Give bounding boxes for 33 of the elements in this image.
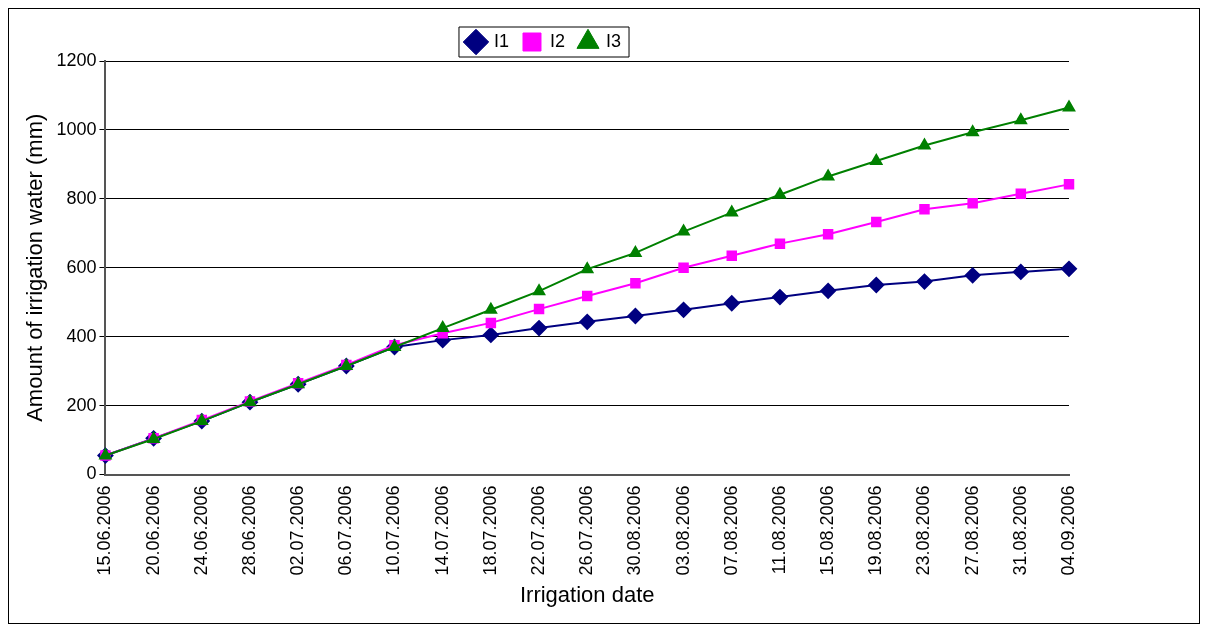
x-tick-label: 11.08.2006 [768, 485, 789, 575]
y-tick-label: 1200 [56, 49, 97, 70]
x-tick-label: 30.08.2006 [624, 485, 645, 576]
x-tick-label: 14.07.2006 [431, 485, 452, 576]
y-tick-label: 1000 [56, 118, 97, 139]
legend-label: I1 [493, 30, 509, 51]
y-tick-label: 600 [66, 256, 97, 277]
x-tick-label: 26.07.2006 [576, 485, 597, 576]
x-tick-label: 02.07.2006 [287, 485, 308, 576]
legend-label: I3 [606, 30, 622, 51]
x-tick-label: 15.08.2006 [817, 485, 838, 576]
y-tick-label: 0 [86, 463, 97, 484]
x-tick-label: 28.06.2006 [238, 485, 259, 576]
x-tick-label: 20.06.2006 [142, 485, 163, 576]
x-tick-label: 04.09.2006 [1057, 485, 1078, 576]
x-tick-label: 18.07.2006 [479, 485, 500, 576]
x-tick-label: 24.06.2006 [190, 485, 211, 576]
legend-label: I2 [549, 30, 566, 51]
x-tick-label: 23.08.2006 [913, 485, 934, 576]
x-tick-label: 03.08.2006 [672, 485, 693, 576]
x-tick-label: 27.08.2006 [961, 485, 982, 576]
x-tick-label: 06.07.2006 [335, 485, 356, 576]
x-tick-label: 31.08.2006 [1009, 485, 1030, 576]
x-tick-label: 07.08.2006 [720, 485, 741, 576]
x-tick-label: 22.07.2006 [528, 485, 549, 576]
y-tick-label: 200 [66, 394, 97, 415]
x-tick-label: 19.08.2006 [865, 485, 886, 576]
x-axis-title: Irrigation date [519, 581, 655, 607]
x-tick-label: 10.07.2006 [383, 485, 404, 576]
y-axis-title: Amount of irrigation water (mm) [22, 113, 48, 422]
y-tick-label: 400 [66, 325, 97, 346]
x-tick-label: 15.06.2006 [94, 485, 115, 576]
y-tick-label: 800 [66, 187, 97, 208]
